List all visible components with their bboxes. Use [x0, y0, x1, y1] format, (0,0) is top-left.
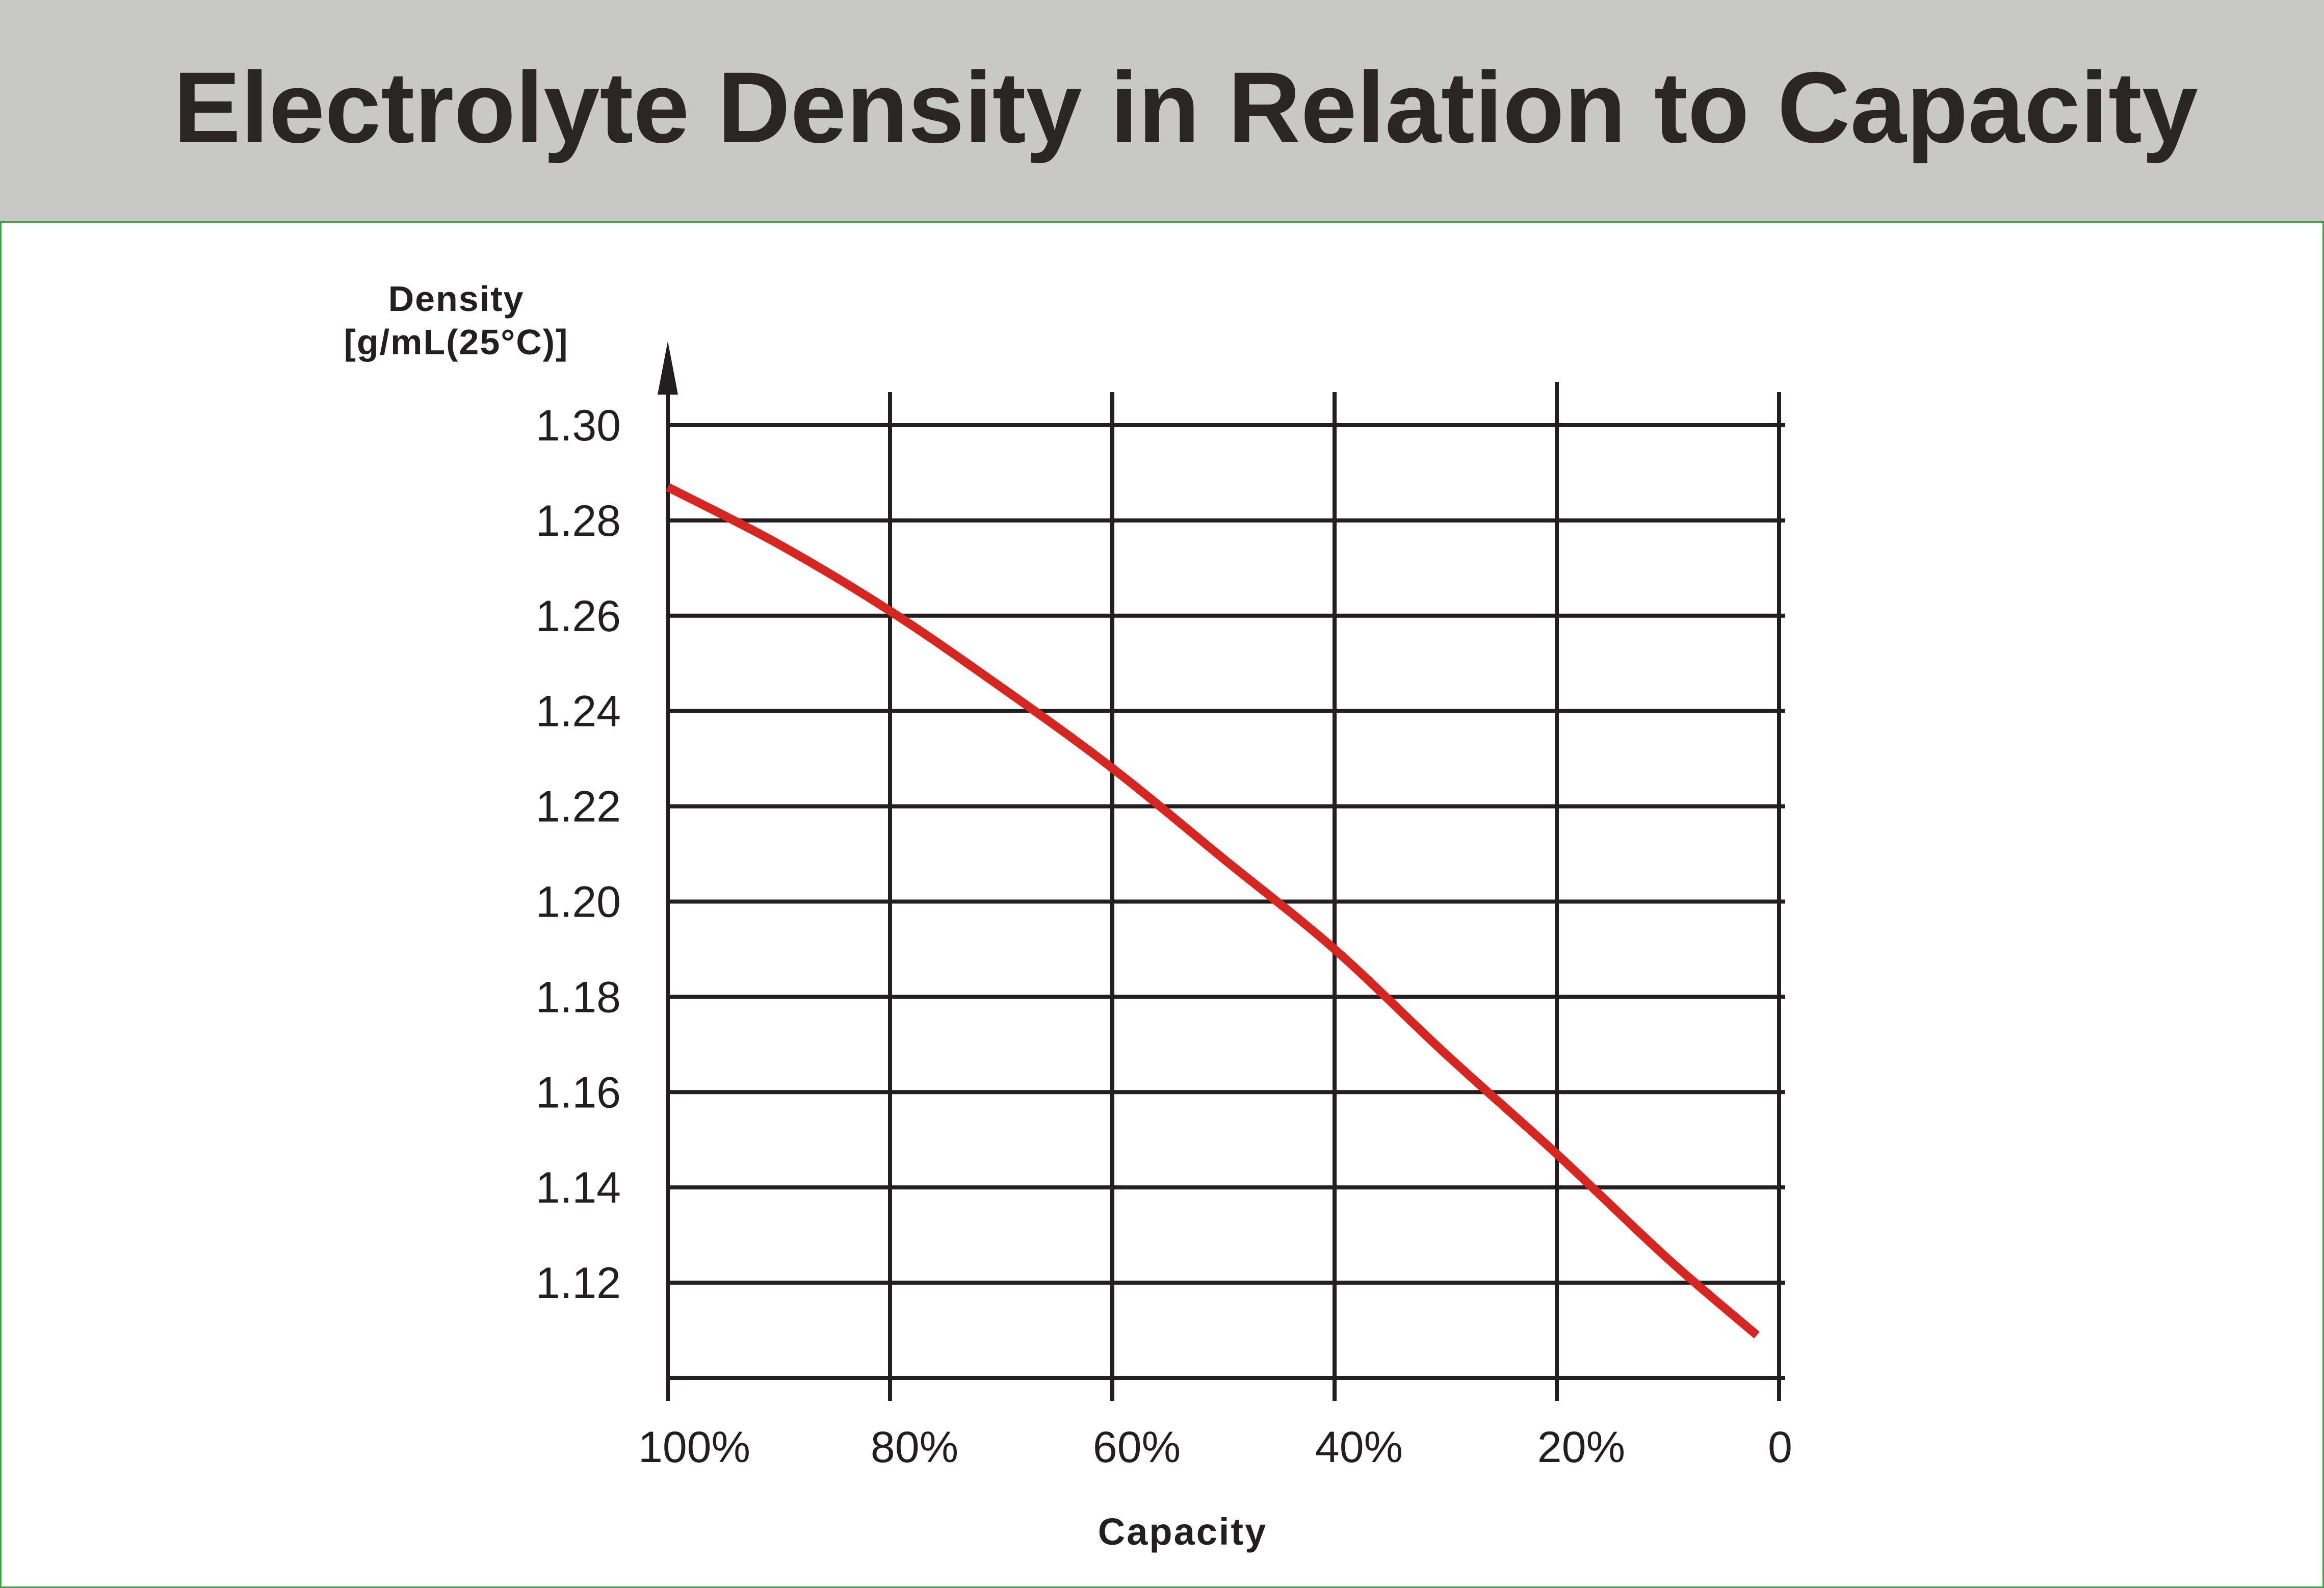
x-tick-label: 80% [871, 1423, 958, 1472]
x-tick-label: 100% [638, 1423, 750, 1472]
y-tick-label: 1.16 [536, 1068, 621, 1117]
y-axis-label-line1: Density [388, 279, 525, 319]
x-tick-label: 60% [1093, 1423, 1181, 1472]
title-banner: Electrolyte Density in Relation to Capac… [0, 0, 2324, 221]
y-tick-labels: 1.30 1.28 1.26 1.24 1.22 1.20 1.18 1.16 1.14 1.12 [536, 401, 621, 1308]
axes [658, 341, 1785, 1401]
y-tick-label: 1.26 [536, 592, 621, 641]
y-tick-label: 1.12 [536, 1259, 621, 1308]
y-tick-label: 1.18 [536, 973, 621, 1022]
x-tick-label: 40% [1315, 1423, 1403, 1472]
y-axis-label-line2: [g/mL(25°C)] [344, 322, 569, 362]
y-tick-label: 1.22 [536, 783, 621, 831]
y-tick-label: 1.20 [536, 878, 621, 927]
grid [668, 382, 1785, 1401]
chart-title: Electrolyte Density in Relation to Capac… [173, 51, 2198, 164]
y-tick-label: 1.30 [536, 401, 621, 450]
y-tick-label: 1.28 [536, 497, 621, 545]
x-tick-labels: 100% 80% 60% 40% 20% 0 [638, 1423, 1792, 1472]
y-tick-label: 1.24 [536, 687, 621, 736]
y-axis-arrow [658, 341, 678, 395]
x-tick-label: 20% [1537, 1423, 1625, 1472]
x-tick-label: 0 [1768, 1423, 1792, 1472]
chart-panel [0, 221, 2324, 1588]
y-tick-label: 1.14 [536, 1163, 621, 1212]
density-curve [666, 483, 1760, 1339]
series [666, 483, 1760, 1339]
x-axis-label: Capacity [1098, 1511, 1267, 1553]
